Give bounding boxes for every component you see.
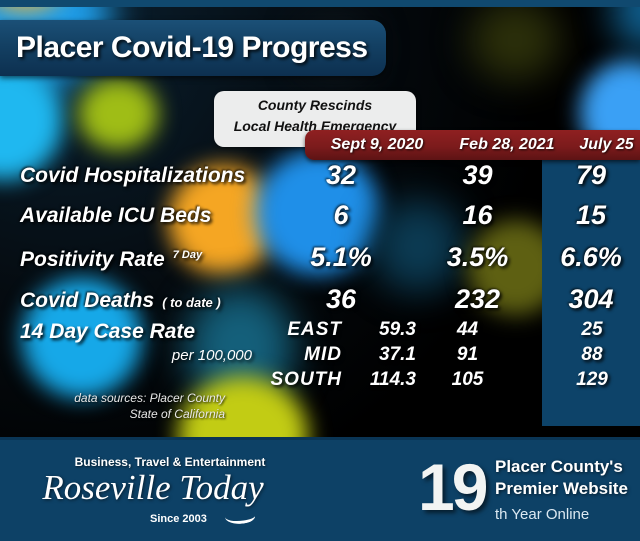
metric-value-col2: 6.6% [560,242,622,272]
footer-premier-line-2: Premier Website [495,479,628,498]
case-rate-title: 14 Day Case Rate [20,320,196,343]
metric-label-text: Available ICU Beds [20,204,212,227]
page-title: Placer Covid-19 Progress [16,31,368,64]
metric-value-col1: 39 [462,160,493,190]
metric-label-text: Covid Hospitalizations [20,164,246,187]
date-header-bar: Sept 9, 2020 Feb 28, 2021 July 25 [305,130,640,160]
metric-value-col1: 232 [454,284,501,314]
metric-value-col2: 304 [568,284,614,314]
metric-value-col1: 16 [462,200,493,230]
footer-branding-bar: Business, Travel & Entertainment Rosevil… [0,437,640,541]
region-value-col0: 114.3 [369,369,416,390]
metric-label: Covid Deaths ( to date ) [20,289,221,313]
latest-column-highlight [542,140,640,426]
case-rate-row: EAST 59.3 44 25 [0,319,640,343]
region-name: EAST [287,319,342,340]
metric-label: Covid Hospitalizations [20,164,245,188]
metric-label: Available ICU Beds [20,204,211,228]
table-row: Covid Hospitalizations 32 39 79 [0,160,640,198]
column-header-date-0: Sept 9, 2020 [330,136,424,153]
metric-value-col0: 36 [325,284,357,314]
region-value-col1: 91 [456,344,479,365]
region-value-col2: 88 [581,344,603,365]
region-name: SOUTH [270,369,342,390]
table-row: Covid Deaths ( to date ) 36 232 304 [0,284,640,324]
table-row: Positivity Rate 7 Day 5.1% 3.5% 6.6% [0,242,640,282]
callout-line-1: County Rescinds [257,97,373,113]
metric-value-col2: 79 [575,160,607,190]
metric-value-col0: 5.1% [310,242,372,272]
data-sources-line-2: State of California [129,407,225,421]
column-header-date-2: July 25 [579,136,634,153]
region-value-col1: 105 [451,369,484,390]
bokeh-circle [78,78,158,150]
metric-value-col0: 6 [333,200,349,230]
bokeh-circle [612,0,640,50]
footer-since: Since 2003 [150,513,207,525]
case-rate-row: MID 37.1 91 88 [0,344,640,368]
case-rate-section: 14 Day Case Rate per 100,000 EAST 59.3 4… [0,318,640,428]
swoosh-icon [224,506,256,527]
footer-brand-name: Roseville Today [42,468,264,507]
bokeh-circle [470,0,560,80]
data-sources: data sources: Placer County State of Cal… [20,390,225,422]
top-accent-strip [0,0,640,7]
bokeh-circle [372,200,464,292]
metric-value-col2: 15 [575,200,607,230]
metrics-table: Covid Hospitalizations 32 39 79 Availabl… [0,160,640,425]
title-banner: Placer Covid-19 Progress [0,20,386,76]
case-rate-subtitle: per 100,000 [171,347,252,364]
footer-tagline: Business, Travel & Entertainment [74,455,266,469]
footer-year-suffix: th Year Online [495,506,590,523]
data-sources-line-1: data sources: Placer County [74,391,225,405]
footer-year-number: 19 [418,450,488,524]
metric-label: Positivity Rate 7 Day [20,248,202,272]
column-header-date-1: Feb 28, 2021 [459,136,555,153]
metric-label-text: Covid Deaths [20,289,155,312]
metric-sublabel: ( to date ) [162,295,221,310]
metric-value-col1: 3.5% [446,242,509,272]
region-value-col0: 37.1 [379,344,416,365]
region-value-col1: 44 [456,319,479,340]
metric-sublabel: 7 Day [172,249,203,261]
bokeh-circle [255,150,380,275]
bokeh-circle [22,278,142,398]
metric-value-col0: 32 [325,160,357,190]
region-name: MID [304,344,342,365]
footer-top-divider [0,437,640,440]
region-value-col2: 129 [576,369,608,390]
case-rate-row: SOUTH 114.3 105 129 [0,369,640,393]
metric-label-text: Positivity Rate [20,248,165,271]
region-value-col0: 59.3 [379,319,416,340]
region-value-col2: 25 [581,319,603,340]
footer-premier-line-1: Placer County's [495,457,623,476]
table-row: Available ICU Beds 6 16 15 [0,200,640,238]
